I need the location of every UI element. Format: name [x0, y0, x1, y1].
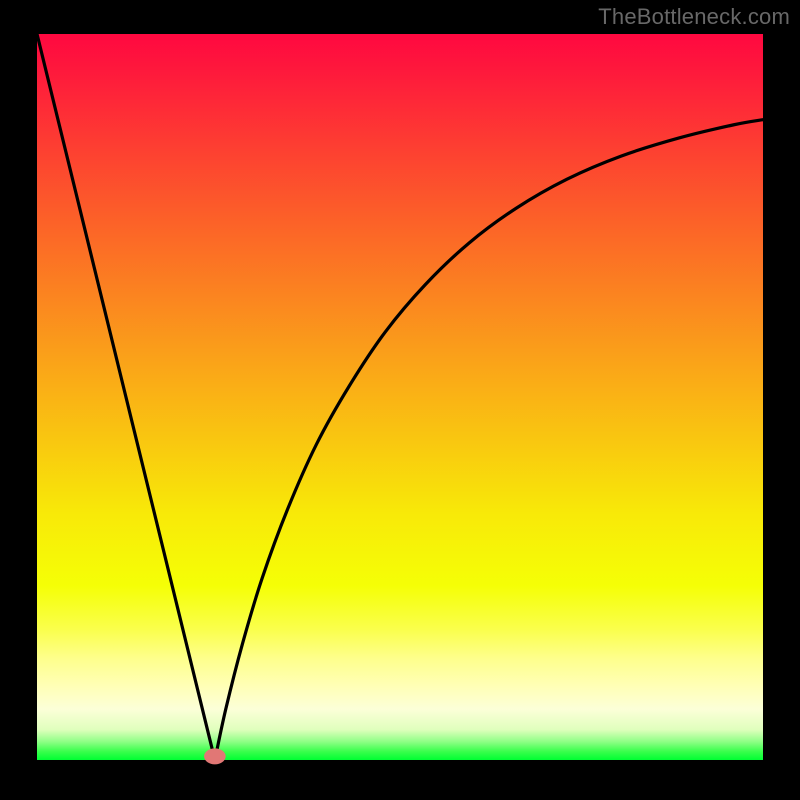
minimum-marker [204, 748, 226, 764]
gradient-background [37, 34, 763, 760]
bottleneck-chart [0, 0, 800, 800]
attribution-text: TheBottleneck.com [598, 4, 790, 30]
chart-container: TheBottleneck.com [0, 0, 800, 800]
